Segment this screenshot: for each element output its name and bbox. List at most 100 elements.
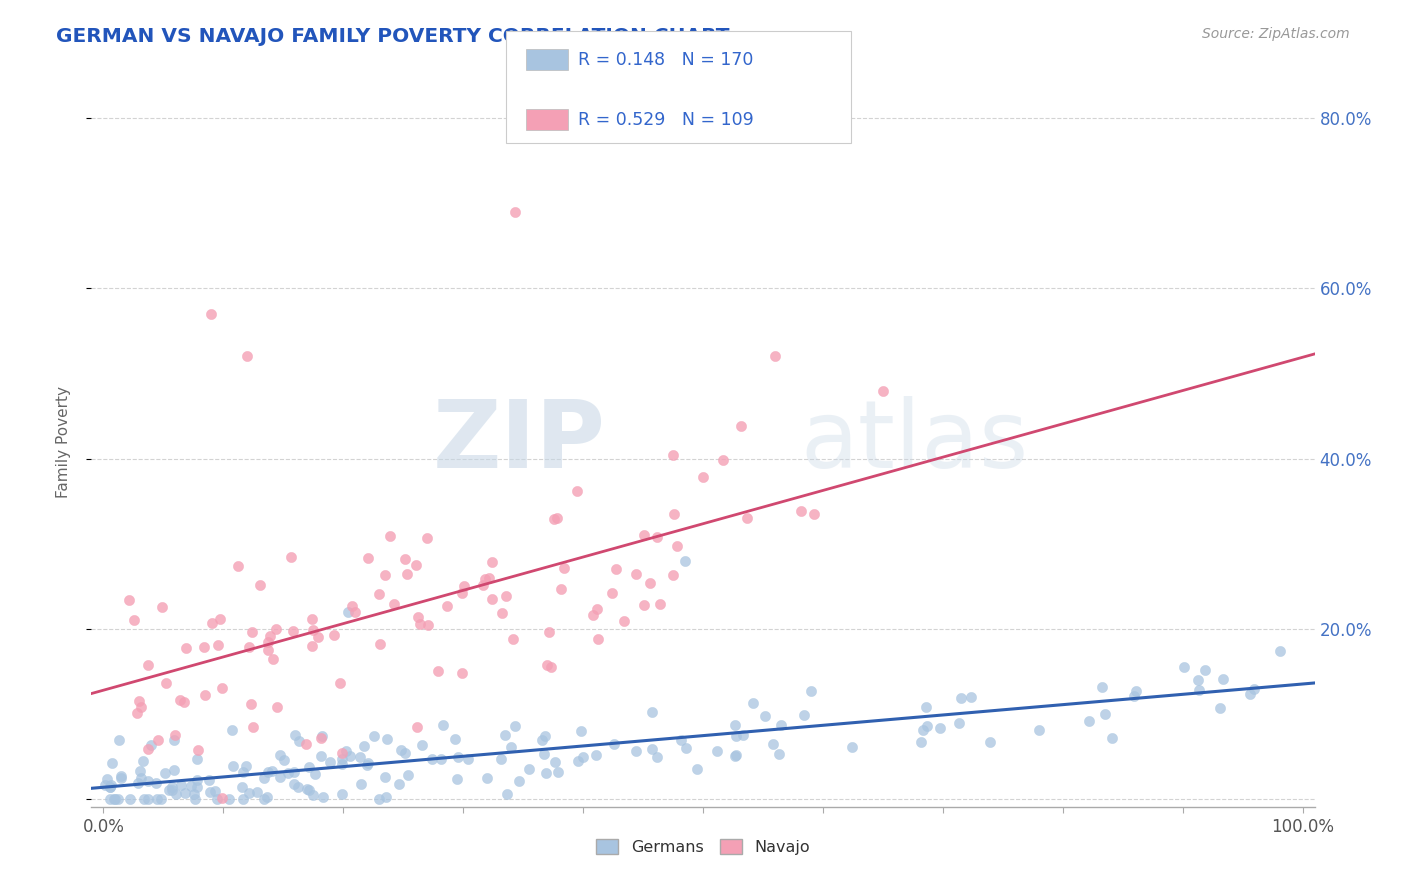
Point	[163, 763, 186, 777]
Point	[246, 785, 269, 799]
Point	[1268, 644, 1291, 658]
Point	[311, 729, 333, 743]
Point	[118, 593, 141, 607]
Point	[803, 507, 825, 521]
Point	[553, 561, 575, 575]
Point	[136, 774, 159, 789]
Point	[533, 747, 555, 761]
Point	[457, 752, 479, 766]
Point	[735, 511, 758, 525]
Point	[537, 624, 560, 639]
Point	[236, 350, 259, 364]
Point	[565, 484, 588, 499]
Point	[662, 568, 685, 582]
Point	[754, 709, 776, 723]
Point	[673, 553, 696, 567]
Point	[186, 780, 208, 795]
Point	[388, 777, 411, 791]
Point	[613, 615, 636, 629]
Point	[1125, 683, 1147, 698]
Point	[238, 786, 260, 800]
Point	[183, 787, 205, 801]
Point	[724, 747, 747, 762]
Point	[127, 776, 149, 790]
Point	[494, 728, 516, 742]
Point	[107, 733, 129, 747]
Text: ZIP: ZIP	[432, 395, 605, 488]
Point	[394, 747, 416, 761]
Point	[711, 453, 734, 467]
Point	[104, 791, 127, 805]
Point	[725, 729, 748, 743]
Point	[430, 752, 453, 766]
Point	[162, 780, 184, 794]
Point	[405, 558, 427, 573]
Point	[641, 741, 664, 756]
Point	[422, 752, 444, 766]
Text: R = 0.148   N = 170: R = 0.148 N = 170	[578, 51, 754, 69]
Point	[1188, 682, 1211, 697]
Point	[259, 629, 281, 643]
Point	[197, 772, 219, 787]
Point	[288, 734, 311, 748]
Point	[409, 616, 432, 631]
Point	[307, 630, 329, 644]
Point	[416, 618, 439, 632]
Point	[128, 694, 150, 708]
Point	[367, 587, 389, 601]
Point	[129, 700, 152, 714]
Point	[211, 681, 233, 695]
Point	[269, 748, 291, 763]
Point	[150, 791, 173, 805]
Point	[602, 737, 624, 751]
Point	[309, 748, 332, 763]
Point	[256, 789, 278, 804]
Point	[94, 778, 117, 792]
Point	[741, 696, 763, 710]
Point	[357, 551, 380, 566]
Y-axis label: Family Poverty: Family Poverty	[56, 385, 70, 498]
Point	[382, 597, 405, 611]
Point	[1243, 681, 1265, 696]
Point	[685, 762, 707, 776]
Point	[1101, 731, 1123, 746]
Point	[132, 754, 155, 768]
Point	[323, 627, 346, 641]
Point	[411, 738, 433, 752]
Point	[209, 612, 232, 626]
Point	[124, 613, 146, 627]
Point	[136, 791, 159, 805]
Legend: Germans, Navajo: Germans, Navajo	[589, 832, 817, 862]
Point	[536, 657, 558, 672]
Point	[547, 765, 569, 780]
Point	[134, 791, 156, 805]
Point	[301, 640, 323, 654]
Point	[416, 531, 439, 545]
Point	[207, 638, 229, 652]
Point	[872, 384, 894, 398]
Point	[495, 589, 517, 603]
Point	[436, 599, 458, 614]
Point	[353, 739, 375, 753]
Point	[450, 665, 472, 680]
Point	[1028, 723, 1050, 738]
Point	[200, 307, 222, 321]
Point	[471, 578, 494, 592]
Point	[1194, 663, 1216, 677]
Point	[280, 549, 302, 564]
Point	[910, 735, 932, 749]
Point	[481, 592, 503, 607]
Point	[222, 759, 245, 773]
Point	[453, 579, 475, 593]
Point	[546, 511, 568, 525]
Point	[110, 769, 132, 783]
Point	[633, 527, 655, 541]
Point	[273, 753, 295, 767]
Point	[98, 780, 121, 794]
Point	[98, 780, 121, 794]
Point	[301, 612, 323, 626]
Point	[221, 723, 243, 738]
Point	[1212, 672, 1234, 686]
Point	[239, 697, 262, 711]
Point	[110, 771, 132, 785]
